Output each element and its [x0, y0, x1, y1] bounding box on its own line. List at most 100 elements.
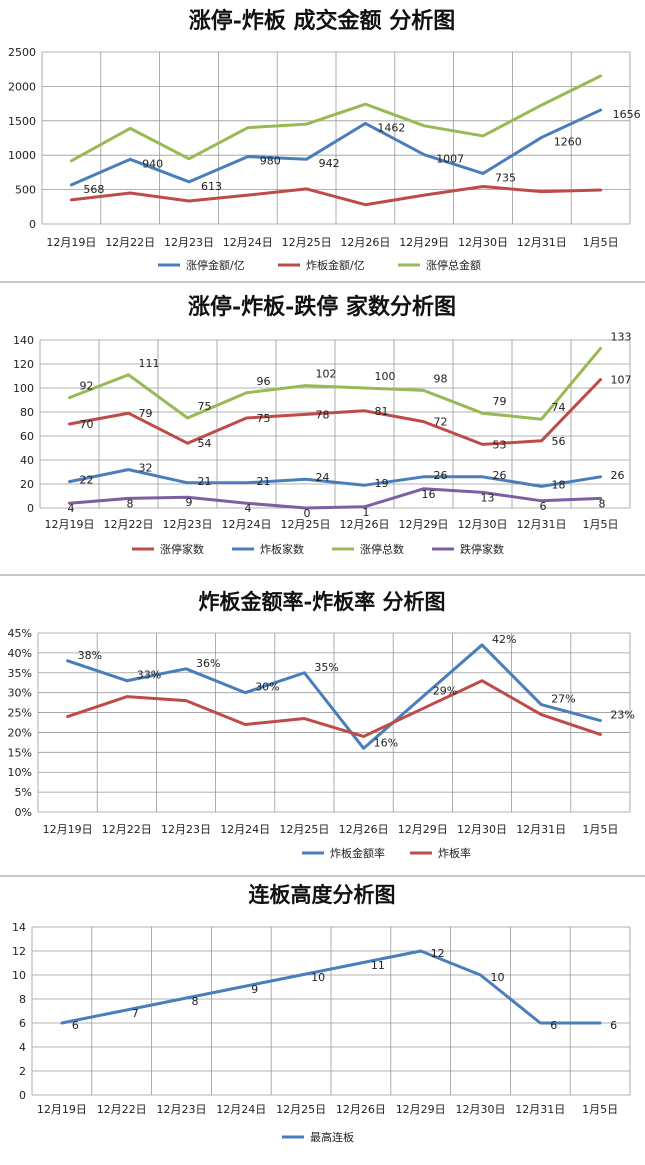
data-label: 26	[434, 469, 448, 482]
data-label: 1	[363, 506, 370, 519]
x-tick-label: 12月22日	[104, 518, 154, 531]
data-label: 22	[80, 474, 94, 487]
data-label: 29%	[433, 685, 457, 698]
divider	[0, 875, 645, 877]
data-label: 21	[198, 475, 212, 488]
data-label: 6	[540, 500, 547, 513]
series-line	[69, 185, 603, 207]
data-label: 16	[422, 488, 436, 501]
y-tick-label: 100	[13, 382, 34, 395]
chart-amount-svg: 涨停-炸板 成交金额 分析图 0 500 1000 1500 2000 2500 12月19日…	[8, 8, 641, 272]
x-tick-label: 1月5日	[582, 1103, 618, 1116]
y-tick-label: 2	[19, 1065, 26, 1078]
divider	[0, 281, 645, 283]
chart-panel-amount: 涨停-炸板 成交金额 分析图 0 500 1000 1500 2000 2500 12月19日…	[0, 0, 645, 280]
data-label: 98	[434, 372, 448, 385]
y-tick-label: 0	[19, 1089, 26, 1102]
data-label: 8	[192, 995, 199, 1008]
data-label: 72	[434, 416, 448, 429]
data-label: 70	[80, 418, 94, 431]
data-label: 53	[493, 438, 507, 451]
x-tick-label: 12月24日	[222, 518, 272, 531]
y-tick-label: 500	[15, 184, 36, 197]
data-label: 7	[132, 1007, 139, 1020]
x-tick-label: 1月5日	[582, 823, 618, 836]
data-label: 102	[316, 368, 337, 381]
x-tick-label: 12月23日	[157, 1103, 207, 1116]
data-label: 10	[311, 971, 325, 984]
data-label: 1656	[613, 108, 641, 121]
x-tick-label: 12月31日	[517, 236, 567, 249]
x-tick-label: 12月29日	[398, 823, 448, 836]
data-label: 79	[139, 407, 153, 420]
data-label: 21	[257, 475, 271, 488]
data-label: 4	[245, 502, 252, 515]
x-tick-label: 12月25日	[281, 518, 331, 531]
data-label: 96	[257, 375, 271, 388]
y-tick-label: 4	[19, 1041, 26, 1054]
series-line	[66, 679, 602, 738]
x-tick-label: 12月29日	[399, 518, 449, 531]
data-label: 24	[316, 471, 330, 484]
x-tick-label: 12月19日	[37, 1103, 87, 1116]
chart-panel-rate: 炸板金额率-炸板率 分析图 0% 5% 10% 15% 20% 25% 30% 35% 40% 45…	[0, 577, 645, 873]
y-tick-label: 80	[20, 406, 34, 419]
x-tick-label: 12月31日	[516, 823, 566, 836]
y-tick-label: 120	[13, 358, 34, 371]
x-tick-label: 12月25日	[282, 236, 332, 249]
data-label: 111	[139, 357, 160, 370]
data-label: 75	[257, 412, 271, 425]
x-tick-label: 12月29日	[399, 236, 449, 249]
legend-label: 涨停金额/亿	[186, 258, 245, 272]
data-label: 133	[611, 330, 632, 343]
y-tick-label: 2500	[8, 46, 36, 59]
x-tick-label: 12月30日	[458, 236, 508, 249]
y-tick-label: 8	[19, 993, 26, 1006]
data-label: 6	[72, 1019, 79, 1032]
x-tick-label: 12月26日	[336, 1103, 386, 1116]
data-label: 9	[186, 496, 193, 509]
x-tick-label: 12月30日	[457, 823, 507, 836]
series-line	[68, 468, 602, 488]
data-label: 0	[304, 507, 311, 520]
data-label: 940	[142, 157, 163, 170]
data-label: 16%	[374, 736, 398, 749]
legend-label: 炸板家数	[260, 542, 304, 556]
y-tick-label: 2000	[8, 80, 36, 93]
data-label: 35%	[314, 661, 338, 674]
data-label: 735	[495, 171, 516, 184]
data-label: 12	[431, 947, 445, 960]
series-line	[68, 378, 602, 446]
chart-title: 涨停-炸板 成交金额 分析图	[189, 8, 455, 34]
y-tick-label: 20	[20, 478, 34, 491]
y-tick-label: 25%	[8, 707, 32, 720]
chart-panel-height: 连板高度分析图 0 2 4 6 8 10 12 14 12月19日 12月22日 12月23日 12月2…	[0, 878, 645, 1161]
data-label: 1462	[377, 121, 405, 134]
data-label: 9	[251, 983, 258, 996]
y-tick-label: 0	[27, 502, 34, 515]
data-label: 6	[550, 1019, 557, 1032]
y-tick-label: 5%	[15, 786, 32, 799]
legend-label: 炸板率	[438, 846, 471, 860]
x-tick-label: 12月22日	[97, 1103, 147, 1116]
x-tick-label: 12月19日	[43, 823, 93, 836]
y-tick-label: 35%	[8, 667, 32, 680]
data-label: 33%	[137, 669, 161, 682]
data-label: 11	[371, 959, 385, 972]
x-tick-label: 12月29日	[396, 1103, 446, 1116]
data-label: 107	[611, 374, 632, 387]
series-line	[68, 487, 602, 510]
x-tick-label: 12月24日	[223, 236, 273, 249]
series-line	[60, 949, 602, 1025]
x-tick-label: 1月5日	[583, 236, 619, 249]
x-tick-label: 12月23日	[164, 236, 214, 249]
data-label: 36%	[196, 657, 220, 670]
y-tick-label: 1500	[8, 115, 36, 128]
x-tick-label: 12月23日	[161, 823, 211, 836]
y-tick-label: 15%	[8, 746, 32, 759]
y-tick-label: 0	[29, 218, 36, 231]
data-label: 42%	[492, 633, 516, 646]
x-tick-label: 12月30日	[458, 518, 508, 531]
